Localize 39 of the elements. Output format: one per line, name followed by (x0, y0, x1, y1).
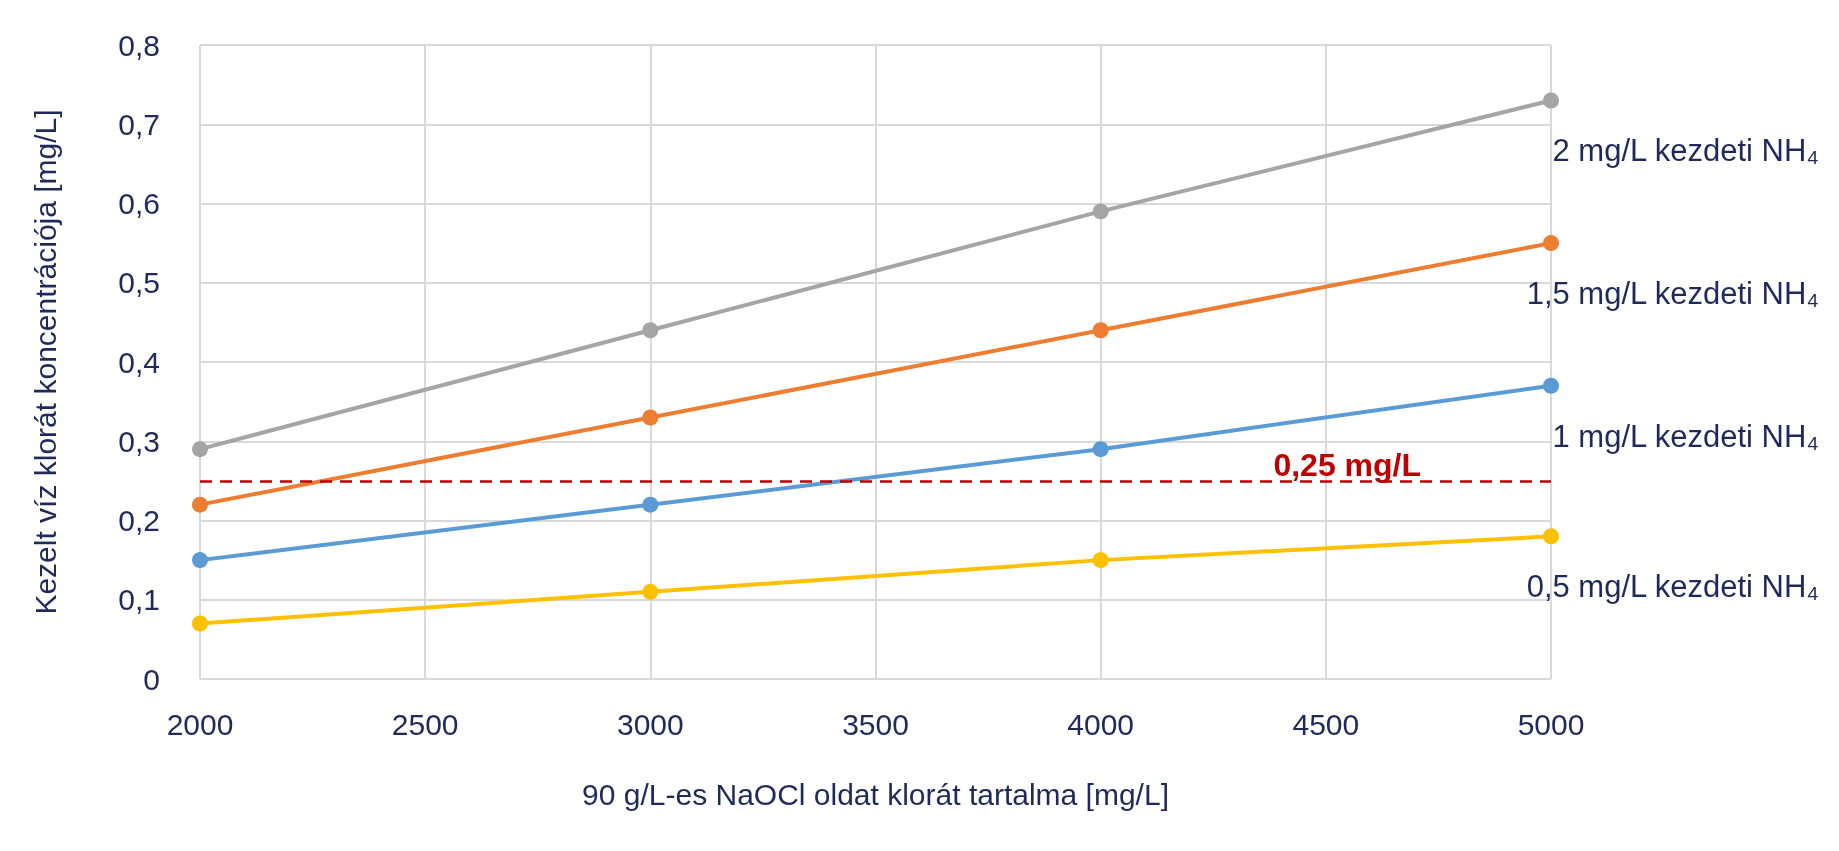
series-label: 0,5 mg/L kezdeti NH₄ (1526, 569, 1819, 605)
ref-line-label: 0,25 mg/L (1273, 446, 1421, 483)
point (642, 409, 659, 426)
point (1092, 441, 1109, 458)
y-tick-label: 0,2 (118, 504, 160, 537)
x-tick-label: 3500 (842, 707, 909, 741)
y-tick-label: 0,8 (118, 28, 160, 62)
x-tick-label: 4000 (1067, 707, 1135, 741)
point (1543, 92, 1559, 109)
y-axis-title: Kezelt víz klorát koncentrációja [mg/L] (28, 109, 62, 615)
point (192, 441, 208, 458)
point (192, 496, 208, 513)
series-label: 1,5 mg/L kezdeti NH₄ (1526, 276, 1819, 312)
y-tick-label: 0,4 (118, 345, 160, 379)
point (1543, 235, 1559, 252)
y-tick-label: 0,3 (118, 424, 160, 458)
point (1092, 322, 1109, 339)
point (642, 583, 659, 600)
x-tick-label: 4500 (1292, 707, 1360, 741)
point (1092, 203, 1109, 220)
y-tick-label: 0,6 (118, 187, 160, 220)
series-label: 2 mg/L kezdeti NH₄ (1552, 133, 1819, 169)
series-label: 1 mg/L kezdeti NH₄ (1552, 418, 1819, 454)
point (192, 552, 208, 569)
point (642, 496, 659, 513)
y-tick-label: 0,7 (118, 107, 160, 141)
y-tick-label: 0,1 (118, 583, 160, 617)
x-axis-title: 90 g/L-es NaOCl oldat klorát tartalma [mg/L] (582, 777, 1169, 811)
point (1092, 552, 1109, 569)
y-tick-label: 0 (143, 662, 160, 696)
x-tick-label: 2000 (166, 707, 234, 741)
point (192, 615, 208, 632)
x-tick-label: 2500 (391, 707, 459, 741)
point (1543, 528, 1559, 545)
x-tick-label: 5000 (1517, 707, 1585, 741)
y-tick-label: 0,5 (118, 266, 160, 300)
x-tick-label: 3000 (616, 707, 684, 741)
point (642, 322, 659, 339)
point (1543, 377, 1559, 394)
